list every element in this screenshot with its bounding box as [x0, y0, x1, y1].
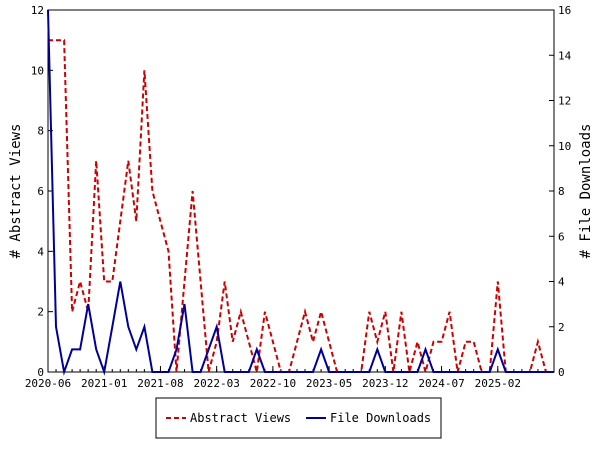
x-tick-label: 2023-05	[306, 377, 352, 390]
series-line-abstract-views	[48, 39, 554, 376]
plot-area	[47, 9, 555, 373]
y-left-axis-title: # Abstract Views	[8, 124, 24, 259]
y-left-tick-label: 4	[37, 245, 44, 258]
y-left-tick-label: 12	[31, 4, 44, 17]
y-right-tick-label: 12	[558, 95, 571, 108]
right-axis: 0 2 4 6 8 10 12 14 16	[549, 4, 572, 379]
legend-box	[155, 397, 442, 439]
x-tick-label: 2021-08	[137, 377, 183, 390]
y-right-tick-label: 8	[558, 185, 565, 198]
series-layer	[47, 9, 554, 376]
y-right-tick-label: 2	[558, 321, 565, 334]
x-tick-label: 2023-12	[362, 377, 408, 390]
x-tick-label: 2022-03	[193, 377, 239, 390]
legend-label-abstract-views: Abstract Views	[190, 411, 291, 425]
y-left-tick-label: 8	[37, 125, 44, 138]
x-tick-label: 2024-07	[418, 377, 464, 390]
y-right-tick-label: 6	[558, 230, 565, 243]
x-tick-label: 2022-10	[250, 377, 296, 390]
y-left-tick-label: 0	[37, 366, 44, 379]
legend: Abstract Views File Downloads	[155, 397, 442, 439]
y-left-tick-label: 2	[37, 306, 44, 319]
y-right-tick-label: 14	[558, 49, 572, 62]
y-left-tick-label: 6	[37, 185, 44, 198]
x-tick-label: 2025-02	[475, 377, 521, 390]
y-right-tick-label: 0	[558, 366, 565, 379]
y-left-tick-label: 10	[31, 64, 44, 77]
x-axis: 2020-06 2021-01 2021-08 2022-03 2022-10 2023-…	[25, 366, 555, 390]
y-right-tick-label: 10	[558, 140, 571, 153]
x-tick-label: 2020-06	[25, 377, 71, 390]
legend-label-file-downloads: File Downloads	[330, 411, 431, 425]
y-right-tick-label: 4	[558, 276, 565, 289]
y-right-tick-label: 16	[558, 4, 571, 17]
series-line-file-downloads	[47, 9, 554, 376]
y-right-axis-title: # File Downloads	[578, 124, 594, 259]
x-tick-label: 2021-01	[81, 377, 127, 390]
